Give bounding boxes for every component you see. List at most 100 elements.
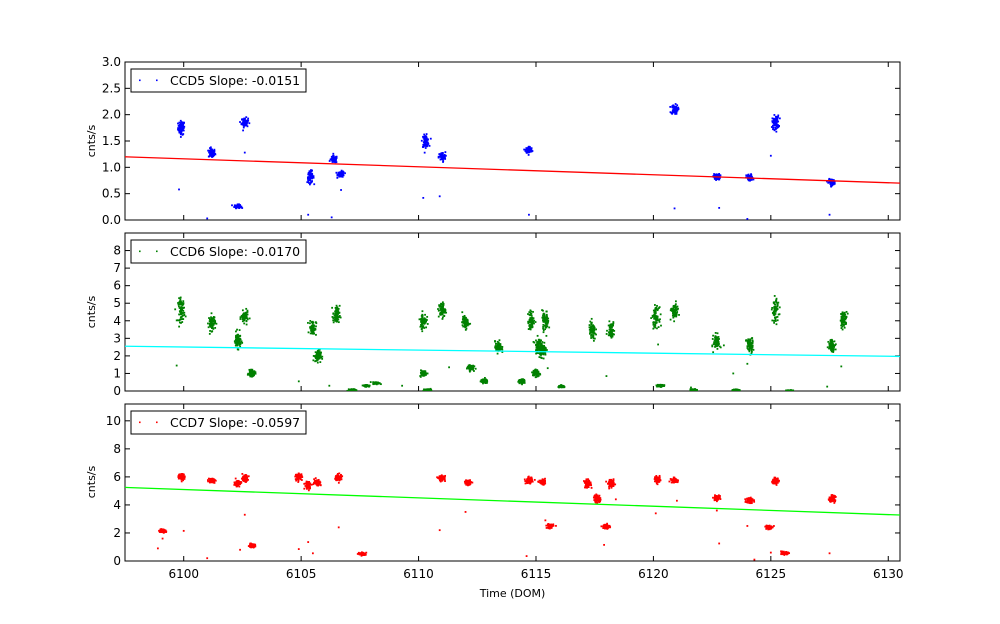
ccd6-data-point [208, 323, 211, 326]
ccd7-data-point [158, 529, 160, 532]
ccd7-y-axis-label: cnts/s [85, 465, 98, 498]
ccd6-data-point [181, 314, 184, 317]
ccd6-data-point [245, 319, 248, 322]
ccd5-data-point [676, 104, 679, 107]
ccd5-outlier-point [243, 151, 246, 154]
ccd6-data-point [541, 316, 544, 319]
ccd7-data-point [164, 529, 167, 532]
ccd6-data-point [472, 364, 475, 367]
ccd7-data-point [309, 486, 311, 488]
ccd6-data-point [317, 352, 320, 355]
ccd6-data-point [773, 316, 776, 319]
ccd6-data-point [773, 306, 776, 309]
ccd7-data-point [303, 487, 306, 490]
ccd5-data-point [307, 181, 310, 183]
ccd6-data-point [248, 317, 251, 320]
ccd7-data-point [334, 477, 337, 480]
ccd6-data-point [751, 341, 754, 344]
ccd6-data-point [521, 380, 524, 383]
ccd5-data-point [833, 181, 836, 184]
ccd7-data-point [182, 476, 184, 479]
ccd6-data-point [331, 306, 334, 309]
ccd7-data-point [334, 476, 337, 479]
ccd7-data-point [183, 478, 186, 480]
ccd5-data-point [337, 174, 339, 177]
ccd7-data-point [207, 480, 209, 483]
ccd6-data-point [712, 343, 715, 345]
ccd6-data-point [461, 311, 464, 314]
ccd5-data-point [831, 180, 834, 183]
ccd6-data-point [466, 324, 469, 327]
ccd5-data-point [439, 154, 442, 157]
ccd7-data-point [365, 551, 368, 554]
ccd7-data-point [235, 482, 238, 485]
ccd5-data-point [312, 175, 315, 178]
ccd6-data-point [445, 311, 448, 314]
ccd6-data-point [545, 322, 548, 325]
ccd6-data-point [523, 380, 526, 382]
ccd6-data-point [210, 326, 213, 328]
ccd6-data-point [338, 316, 341, 318]
ccd5-data-point [423, 140, 426, 143]
ccd6-data-point [499, 343, 502, 346]
ccd6-data-point [772, 302, 775, 304]
ccd6-data-point [748, 346, 751, 349]
ccd6-data-point [180, 322, 182, 324]
ccd6-data-point [748, 340, 751, 343]
ccd7-data-point [468, 483, 471, 486]
ccd6-data-point [827, 340, 830, 343]
ccd6-data-point [840, 321, 843, 324]
ccd6-data-point [498, 345, 501, 348]
ccd6-data-point [590, 335, 592, 337]
ccd7-data-point [297, 472, 300, 475]
ccd5-data-point [310, 170, 312, 173]
ccd6-data-point [749, 346, 752, 349]
ccd6-data-point [239, 337, 241, 340]
ccd6-data-point [790, 389, 792, 391]
ccd7-data-point [183, 473, 185, 476]
ccd7-data-point [524, 482, 527, 485]
ccd6-data-point [316, 361, 319, 364]
ccd6-data-point [539, 348, 542, 351]
ccd6-data-point [713, 341, 716, 344]
ccd6-data-point [180, 311, 183, 314]
ccd6-data-point [547, 320, 549, 322]
ccd6-data-point [611, 324, 614, 327]
ccd5-data-point [180, 128, 182, 131]
ccd6-data-point [840, 327, 843, 329]
ccd6-data-point [441, 308, 444, 310]
ccd6-data-point [608, 332, 611, 335]
ccd6-data-point [518, 382, 521, 385]
ccd5-data-point [437, 155, 440, 158]
ccd6-data-point [533, 371, 536, 374]
ccd6-data-point [545, 334, 548, 337]
ccd6-data-point [209, 330, 211, 332]
ccd6-data-point [315, 333, 317, 336]
ccd6-data-point [461, 324, 464, 327]
ccd7-data-point [543, 481, 546, 484]
ccd6-data-point [654, 326, 657, 329]
ccd6-data-point [315, 322, 318, 325]
ccd6-data-point [366, 384, 369, 387]
ccd5-legend-marker [156, 79, 158, 82]
ccd5-data-point [181, 133, 184, 136]
ccd6-data-point [528, 327, 531, 330]
ccd6-data-point [612, 329, 614, 332]
ccd6-data-point [236, 338, 239, 341]
ccd6-data-point [465, 320, 468, 322]
ccd6-data-point [495, 345, 497, 348]
ccd6-data-point [537, 375, 540, 377]
ccd6-data-point [546, 322, 549, 325]
ccd6-data-point [518, 380, 521, 383]
ccd6-data-point [831, 343, 834, 345]
ccd7-data-point [300, 475, 303, 477]
ccd7-data-point [299, 474, 301, 477]
ccd6-data-point [538, 339, 541, 342]
ccd6-data-point [335, 308, 338, 310]
ccd6-data-point [545, 310, 548, 313]
ccd5-data-point [827, 181, 830, 184]
ccd6-data-point [244, 316, 247, 318]
ccd5-data-point [439, 155, 442, 158]
ccd7-data-point [443, 478, 446, 481]
ccd6-data-point [179, 311, 182, 313]
